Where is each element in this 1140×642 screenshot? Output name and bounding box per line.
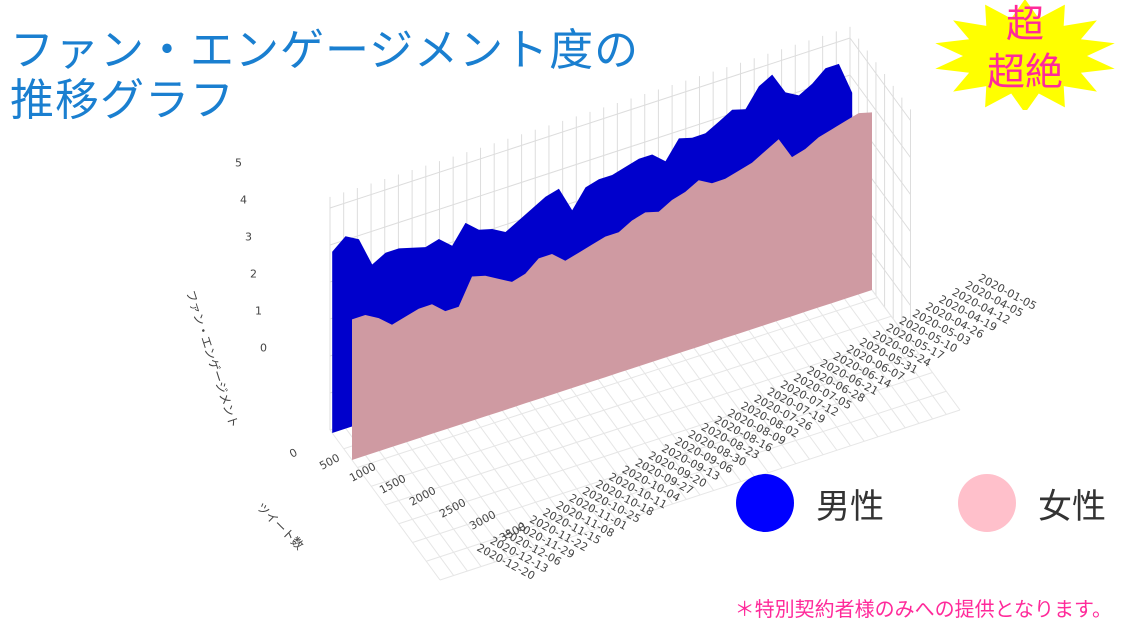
footnote: ＊特別契約者様のみへの提供となります。 [734,597,1112,621]
legend-swatch-female-icon [958,474,1016,532]
svg-text:1000: 1000 [347,460,378,485]
legend-label-male: 男性 [816,486,884,527]
svg-text:1: 1 [255,305,262,318]
svg-text:500: 500 [317,451,342,472]
legend-item-female[interactable]: 女性 [958,474,1106,532]
title-line-2: 推移グラフ [10,75,235,126]
svg-text:0: 0 [287,446,299,461]
legend-label-female: 女性 [1038,486,1106,527]
svg-text:5: 5 [235,157,242,170]
z-axis-ticks: 0 1 2 3 4 5 [235,157,267,355]
z-axis-title: ファン・エンゲージメント [183,289,241,430]
legend-swatch-male-icon [736,474,794,532]
svg-text:2500: 2500 [437,496,468,521]
svg-text:3: 3 [245,231,252,244]
data-ribbons [332,63,872,461]
svg-text:3000: 3000 [467,508,498,533]
tweet-count-axis-ticks: 0 500 1000 1500 2000 2500 3000 3500 [287,446,528,545]
badge-text-line-1: 超 [1005,2,1044,46]
svg-text:4: 4 [240,194,247,207]
title-line-1: ファン・エンゲージメント度の [10,25,640,76]
legend-item-male[interactable]: 男性 [736,474,884,532]
starburst-icon [935,0,1115,110]
svg-text:2: 2 [250,268,257,281]
ribbon-female [352,112,872,461]
promo-badge: 超 超絶 [935,0,1115,110]
badge-text-line-2: 超絶 [986,50,1063,94]
page-title: ファン・エンゲージメント度の 推移グラフ [10,26,639,126]
x-axis-title: ツイート数 [254,500,307,553]
date-axis-ticks: 2020-12-202020-12-132020-12-062020-11-29… [475,271,1039,582]
svg-text:0: 0 [260,342,267,355]
